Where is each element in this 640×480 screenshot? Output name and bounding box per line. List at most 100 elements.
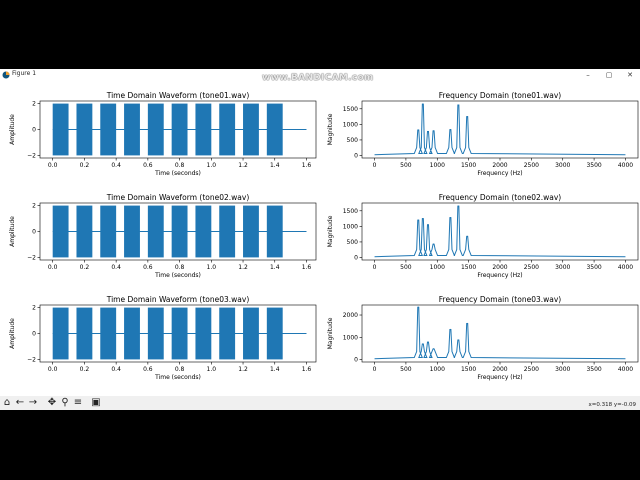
x-tick-label: 500 xyxy=(400,264,412,271)
x-tick-label: 4000 xyxy=(618,264,633,271)
x-tick-label: 3500 xyxy=(586,162,601,169)
y-tick-label: −2 xyxy=(27,254,36,261)
y-tick-label: 0 xyxy=(32,331,36,338)
x-tick-label: 0.0 xyxy=(48,264,58,271)
y-tick-label: 500 xyxy=(347,239,359,246)
y-tick-label: −2 xyxy=(27,356,36,363)
x-tick-label: 1000 xyxy=(430,162,445,169)
x-tick-label: 1500 xyxy=(461,162,476,169)
spectrum-peak-4 xyxy=(432,130,435,132)
x-tick-label: 1.6 xyxy=(302,162,312,169)
back-icon[interactable]: ← xyxy=(15,397,25,408)
zoom-icon[interactable]: ⚲ xyxy=(61,397,69,408)
spectrum-peak-1 xyxy=(417,219,419,221)
forward-icon[interactable]: → xyxy=(28,397,38,408)
spectrum-line xyxy=(374,306,626,360)
x-tick-label: 500 xyxy=(400,162,412,169)
x-tick-label: 3000 xyxy=(555,264,570,271)
maximize-button[interactable]: ▢ xyxy=(605,71,613,79)
axes-frame xyxy=(361,304,639,363)
y-tick-label: 2 xyxy=(32,203,36,210)
y-axis-label: Magnitude xyxy=(327,113,334,145)
save-icon[interactable]: ▣ xyxy=(91,397,101,408)
spectrum-peak-6 xyxy=(457,104,459,106)
spectrum-peak-3 xyxy=(427,130,429,133)
x-tick-label: 0.4 xyxy=(111,366,121,373)
spectrum-peak-7 xyxy=(466,322,468,325)
spectrum-peak-5 xyxy=(449,328,451,331)
home-icon[interactable]: ⌂ xyxy=(3,397,11,408)
y-axis-label: Magnitude xyxy=(327,215,334,247)
y-tick-label: 1500 xyxy=(343,106,358,113)
x-tick-label: 1000 xyxy=(430,264,445,271)
x-tick-label: 1.0 xyxy=(207,264,217,271)
x-tick-label: 1.4 xyxy=(270,162,280,169)
x-axis-label: Frequency (Hz) xyxy=(477,374,522,381)
x-tick-label: 3000 xyxy=(555,162,570,169)
spectrum-peak-1 xyxy=(417,306,419,308)
spectrum-peak-2 xyxy=(422,217,424,220)
x-tick-label: 0.0 xyxy=(48,162,58,169)
x-tick-label: 0.4 xyxy=(111,264,121,271)
spectrum-peak-4 xyxy=(432,243,435,245)
x-tick-label: 4000 xyxy=(618,162,633,169)
cursor-coordinates: x=0.318 y=-0.09 xyxy=(588,402,636,408)
y-tick-label: 2 xyxy=(32,305,36,312)
chart-title: Time Domain Waveform (tone03.wav) xyxy=(106,295,250,304)
x-axis-label: Time (seconds) xyxy=(154,170,201,177)
x-axis-label: Time (seconds) xyxy=(154,374,201,381)
close-button[interactable]: ✕ xyxy=(627,71,633,79)
pan-icon[interactable]: ✥ xyxy=(47,397,57,408)
y-tick-label: 500 xyxy=(347,137,359,144)
figure-canvas[interactable]: Time Domain Waveform (tone01.wav) 0.0 0.2 0… xyxy=(0,81,640,396)
chart-title: Frequency Domain (tone03.wav) xyxy=(439,295,562,304)
y-tick-label: 1500 xyxy=(343,208,358,215)
x-tick-label: 0.2 xyxy=(80,264,90,271)
spectrum-peak-3 xyxy=(427,341,429,343)
spectrum-peak-7 xyxy=(466,235,468,237)
x-tick-label: 0 xyxy=(373,366,377,373)
title-bar[interactable]: Figure 1 – ▢ ✕ xyxy=(0,69,640,81)
x-tick-label: 2000 xyxy=(492,264,507,271)
x-tick-label: 1.0 xyxy=(207,366,217,373)
y-tick-label: 2000 xyxy=(343,312,358,319)
x-tick-label: 2500 xyxy=(524,366,539,373)
spectrum-line xyxy=(374,205,626,258)
y-tick-label: 1000 xyxy=(343,334,358,341)
y-tick-label: 0 xyxy=(354,153,358,160)
x-tick-label: 1.0 xyxy=(207,162,217,169)
x-tick-label: 0.4 xyxy=(111,162,121,169)
spectrum-peak-2 xyxy=(422,343,424,345)
y-tick-label: 1000 xyxy=(343,223,358,230)
x-tick-label: 0.6 xyxy=(143,162,153,169)
x-tick-label: 2000 xyxy=(492,366,507,373)
y-tick-label: 1000 xyxy=(343,121,358,128)
x-tick-label: 1.2 xyxy=(238,366,248,373)
chart-title: Time Domain Waveform (tone02.wav) xyxy=(106,193,250,202)
x-tick-label: 1.4 xyxy=(270,366,280,373)
chart-title: Time Domain Waveform (tone01.wav) xyxy=(106,91,250,100)
x-tick-label: 0.6 xyxy=(143,264,153,271)
x-tick-label: 0.0 xyxy=(48,366,58,373)
chart-title: Frequency Domain (tone01.wav) xyxy=(439,91,562,100)
y-tick-label: 0 xyxy=(354,357,358,364)
y-tick-label: 0 xyxy=(32,229,36,236)
spectrum-peak-5 xyxy=(449,129,451,131)
x-axis-label: Time (seconds) xyxy=(154,272,201,279)
minimize-button[interactable]: – xyxy=(586,71,590,79)
navigation-toolbar: ⌂ ← → ✥ ⚲ ≡ ▣ xyxy=(0,396,640,410)
x-tick-label: 3500 xyxy=(586,264,601,271)
y-tick-label: 0 xyxy=(32,127,36,134)
x-axis-label: Frequency (Hz) xyxy=(477,272,522,279)
x-tick-label: 3500 xyxy=(586,366,601,373)
spectrum-peak-4 xyxy=(432,348,435,350)
x-tick-label: 1.4 xyxy=(270,264,280,271)
window-title: Figure 1 xyxy=(12,70,37,77)
y-tick-label: 2 xyxy=(32,101,36,108)
x-tick-label: 0.8 xyxy=(175,264,185,271)
spectrum-line xyxy=(374,103,626,156)
chart-title: Frequency Domain (tone02.wav) xyxy=(439,193,562,202)
axes-frame xyxy=(361,100,639,159)
axes-frame xyxy=(361,202,639,261)
configure-icon[interactable]: ≡ xyxy=(73,397,83,408)
